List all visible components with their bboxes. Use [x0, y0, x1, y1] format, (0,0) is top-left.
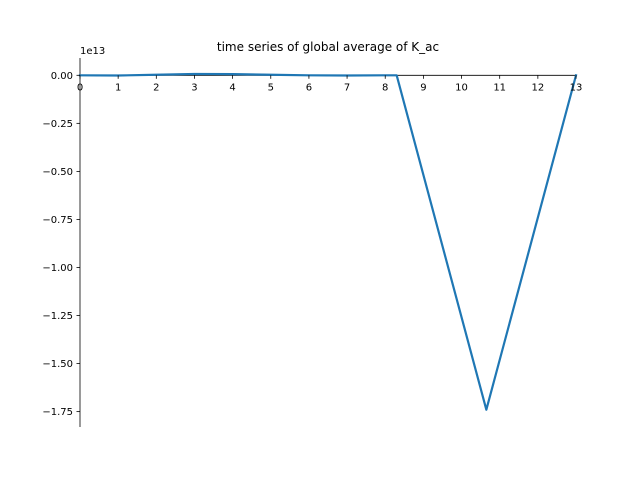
axes	[79, 58, 576, 427]
x-tick-label: 10	[455, 82, 468, 93]
x-tick-label: 3	[191, 82, 197, 93]
x-tick-label: 12	[531, 82, 544, 93]
y-tick-label: −0.75	[42, 215, 73, 226]
y-tick-label: −1.25	[42, 311, 73, 322]
x-tick-label: 1	[115, 82, 121, 93]
x-tick-label: 13	[570, 82, 583, 93]
y-tick-label: −1.50	[42, 359, 73, 370]
x-tick-label: 6	[306, 82, 312, 93]
y-tick-label: −0.25	[42, 119, 73, 130]
y-tick-label: −0.50	[42, 167, 73, 178]
y-tick-label: −1.00	[42, 263, 73, 274]
y-offset-label: 1e13	[80, 46, 105, 57]
x-tick-label: 5	[268, 82, 274, 93]
series-group	[78, 72, 578, 411]
x-tick-label: 0	[77, 82, 83, 93]
x-tick-label: 9	[420, 82, 426, 93]
y-tick-label: −1.75	[42, 407, 73, 418]
x-tick-label: 2	[153, 82, 159, 93]
series-line	[78, 72, 578, 411]
x-tick-label: 4	[229, 82, 235, 93]
x-tick-label: 7	[344, 82, 350, 93]
x-tick-label: 11	[493, 82, 506, 93]
x-tick-label: 8	[382, 82, 388, 93]
ticks: 0.00 −0.25 −0.50 −0.75 −1.00 −1.25 −1.50 −1.75 0…	[42, 71, 582, 418]
y-tick-label: 0.00	[51, 71, 73, 82]
chart-title: time series of global average of K_ac	[217, 40, 439, 54]
